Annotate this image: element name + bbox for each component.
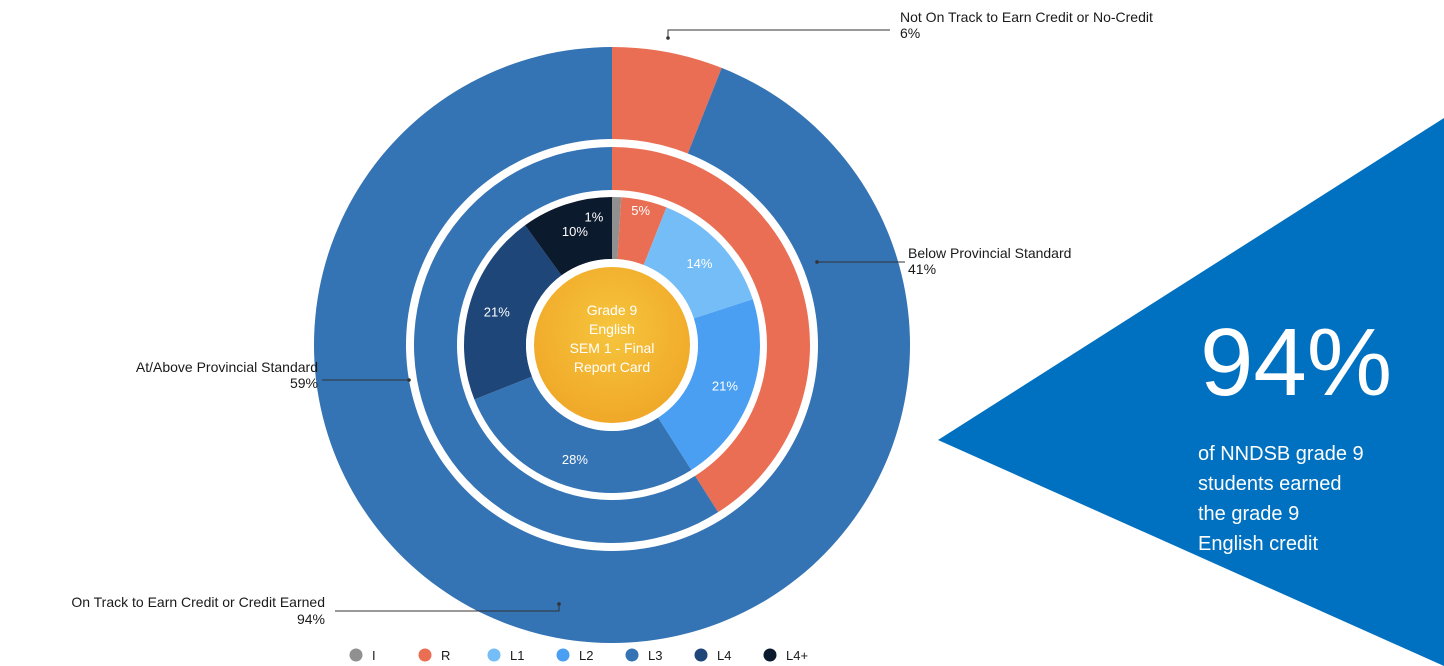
ring-level-slice-l4	[463, 225, 562, 400]
legend-label-l2: L2	[579, 648, 593, 663]
ring-credit-slice-on-track-to-earn-credit-or-credit-earned	[314, 47, 911, 643]
level-label-l4: 10%	[562, 224, 588, 239]
not-on-track-leader	[667, 29, 890, 38]
callout-text-line: English credit	[1198, 533, 1319, 555]
legend-swatch-l1	[487, 648, 501, 662]
on-track-pct-label: 94%	[297, 611, 325, 627]
level-label-i: 1%	[585, 209, 604, 224]
center-label-line: English	[589, 321, 635, 337]
legend-label-l4: L4+	[786, 648, 808, 663]
ring-credit-slice-not-on-track-to-earn-credit-or-no-credit	[612, 47, 722, 154]
ring-standard-slice-below-provincial-standard	[612, 147, 810, 513]
center-label-line: Report Card	[574, 359, 650, 375]
callout-text-line: students earned	[1198, 473, 1341, 495]
on-track-label: On Track to Earn Credit or Credit Earned	[71, 594, 325, 610]
ring-standard-slice-at-above-provincial-standard	[413, 147, 719, 543]
legend-label-l1: L1	[510, 648, 524, 663]
not-on-track-leader-tip	[666, 36, 670, 40]
legend-swatch-r	[418, 648, 432, 662]
not-on-track-value: 6%	[900, 25, 920, 41]
legend-swatch-l2	[556, 648, 570, 662]
center-circle	[534, 267, 690, 423]
ring-level-slice-i	[612, 197, 622, 260]
level-label-l3: 28%	[562, 452, 588, 467]
level-label-r: 5%	[631, 203, 650, 218]
legend-label-l3: L3	[648, 648, 662, 663]
level-label-l4: 21%	[484, 305, 510, 320]
center-label-line: Grade 9	[587, 302, 638, 318]
legend-label-i: I	[372, 648, 376, 663]
legend-swatch-l3	[625, 648, 639, 662]
at-above-standard-leader-tip	[407, 378, 411, 382]
on-track-leader	[335, 604, 560, 612]
level-label-l1: 14%	[686, 256, 712, 271]
ring-level-slice-l2	[658, 299, 761, 470]
legend-label-r: R	[441, 648, 450, 663]
legend-swatch-i	[349, 648, 363, 662]
legend-swatch-l4	[763, 648, 777, 662]
callout-text-line: of NNDSB grade 9	[1198, 443, 1364, 465]
ring-level-slice-l3	[474, 376, 692, 493]
legend-label-l4: L4	[717, 648, 731, 663]
callout-triangle	[938, 118, 1444, 666]
callout-percent: 94%	[1200, 309, 1392, 416]
below-standard-value: 41%	[908, 261, 936, 277]
center-label-line: SEM 1 - Final	[570, 340, 655, 356]
below-standard-label: Below Provincial Standard	[908, 245, 1071, 261]
at-above-standard-pct-label: 59%	[290, 375, 318, 391]
legend-swatch-l4	[694, 648, 708, 662]
on-track-leader-tip	[557, 602, 561, 606]
not-on-track-label: Not On Track to Earn Credit or No-Credit	[900, 9, 1153, 25]
callout-text-line: the grade 9	[1198, 503, 1299, 525]
below-standard-leader-tip	[815, 260, 819, 264]
ring-level-slice-l4	[525, 197, 612, 276]
at-above-standard-label: At/Above Provincial Standard	[136, 359, 318, 375]
ring-level-slice-r	[617, 197, 667, 266]
level-label-l2: 21%	[712, 379, 738, 394]
ring-level-slice-l1	[643, 207, 753, 319]
